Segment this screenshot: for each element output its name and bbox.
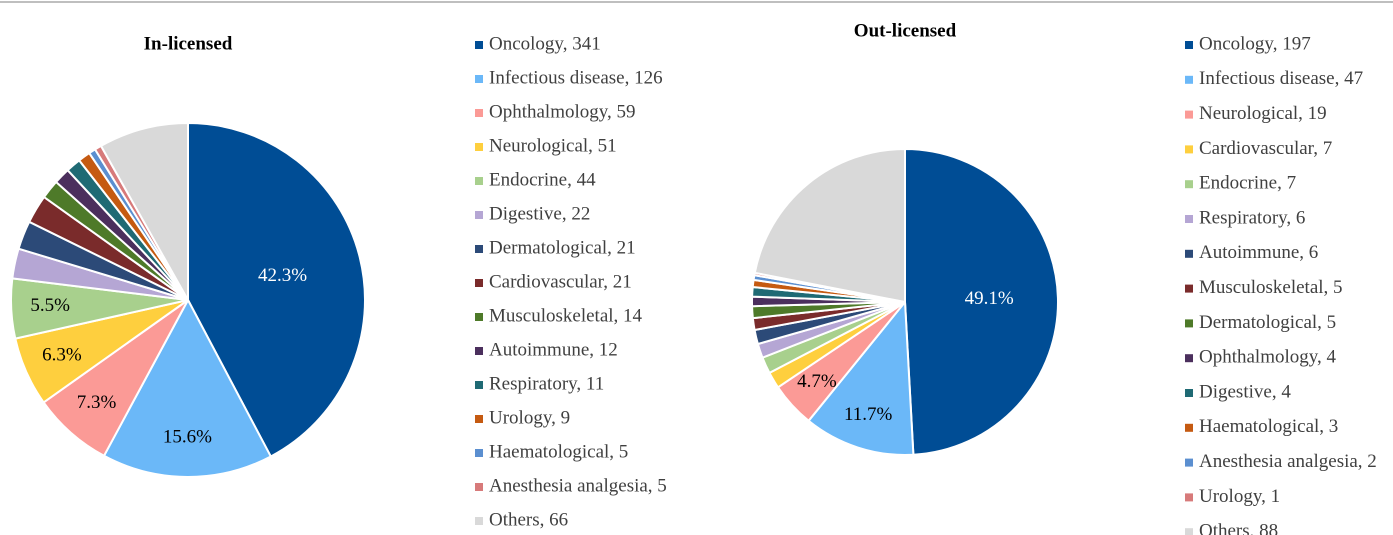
legend-swatch	[475, 109, 483, 117]
legend-swatch	[475, 177, 483, 185]
legend-swatch	[475, 381, 483, 389]
legend-label: Digestive, 4	[1199, 381, 1291, 402]
pie-slice	[807, 299, 915, 456]
legend-label: Dermatological, 5	[1199, 312, 1336, 333]
legend-label: Digestive, 22	[489, 203, 590, 224]
legend-label: Respiratory, 11	[489, 373, 604, 394]
chart-title: In-licensed	[144, 33, 233, 54]
legend-swatch	[1185, 389, 1193, 397]
pie-slice	[99, 121, 189, 304]
legend-swatch	[1185, 110, 1193, 119]
legend-label: Ophthalmology, 4	[1199, 347, 1337, 368]
legend-label: Infectious disease, 47	[1199, 68, 1363, 89]
legend-label: Urology, 1	[1199, 486, 1280, 507]
legend-label: Musculoskeletal, 14	[489, 305, 643, 326]
data-label: 6.3%	[42, 344, 82, 365]
legend-label: Musculoskeletal, 5	[1199, 277, 1343, 298]
legend-swatch	[475, 449, 483, 457]
legend-swatch	[1185, 145, 1193, 154]
legend-swatch	[475, 75, 483, 83]
data-label: 49.1%	[965, 288, 1014, 309]
legend-label: Cardiovascular, 21	[489, 271, 632, 292]
legend-swatch	[475, 143, 483, 151]
data-label: 5.5%	[30, 295, 70, 316]
data-label: 42.3%	[258, 265, 307, 286]
legend-label: Infectious disease, 126	[489, 67, 663, 88]
legend-swatch	[475, 313, 483, 321]
legend-swatch	[1185, 41, 1193, 49]
legend-label: Autoimmune, 12	[489, 339, 618, 360]
legend-swatch	[475, 483, 483, 491]
legend-label: Oncology, 197	[1199, 33, 1311, 54]
pie-slice	[753, 147, 906, 304]
legend-label: Autoimmune, 6	[1199, 242, 1318, 263]
legend-label: Endocrine, 44	[489, 169, 596, 190]
pie-slice	[904, 147, 1059, 456]
legend-swatch	[475, 279, 483, 287]
legend-label: Dermatological, 21	[489, 237, 636, 258]
legend-swatch	[1185, 528, 1193, 535]
legend-label: Others, 88	[1199, 521, 1278, 535]
legend-swatch	[1185, 458, 1193, 467]
legend-swatch	[1185, 423, 1193, 432]
legend-label: Ophthalmology, 59	[489, 101, 636, 122]
legend-swatch	[475, 347, 483, 355]
data-label: 7.3%	[77, 392, 117, 413]
legend-swatch	[1185, 180, 1193, 189]
legend-label: Others, 66	[489, 509, 568, 530]
legend-swatch	[1185, 249, 1193, 258]
legend-swatch	[1185, 354, 1193, 363]
legend-label: Respiratory, 6	[1199, 207, 1305, 228]
legend-swatch	[1185, 215, 1193, 223]
legend-label: Neurological, 19	[1199, 103, 1327, 124]
legend-swatch	[475, 415, 483, 423]
legend-label: Anesthesia analgesia, 2	[1199, 451, 1377, 472]
legend-label: Endocrine, 7	[1199, 173, 1296, 194]
legend-label: Cardiovascular, 7	[1199, 138, 1332, 159]
data-label: 4.7%	[797, 371, 837, 392]
legend-label: Anesthesia analgesia, 5	[489, 475, 667, 496]
legend-swatch	[1185, 493, 1193, 502]
legend-swatch	[1185, 319, 1193, 328]
legend-label: Haematological, 5	[489, 441, 628, 462]
legend-label: Neurological, 51	[489, 135, 617, 156]
legend-swatch	[475, 211, 483, 219]
pie-slice	[187, 121, 366, 458]
legend-swatch	[1185, 75, 1193, 84]
legend-swatch	[1185, 284, 1193, 293]
chart-title: Out-licensed	[854, 20, 957, 41]
legend-swatch	[475, 245, 483, 253]
data-label: 15.6%	[163, 426, 212, 447]
data-label: 11.7%	[844, 404, 893, 425]
legend-swatch	[475, 41, 483, 49]
legend-label: Oncology, 341	[489, 33, 601, 54]
legend-label: Urology, 9	[489, 407, 570, 428]
legend-label: Haematological, 3	[1199, 416, 1338, 437]
legend-swatch	[475, 517, 483, 525]
pie-slice	[102, 297, 273, 478]
